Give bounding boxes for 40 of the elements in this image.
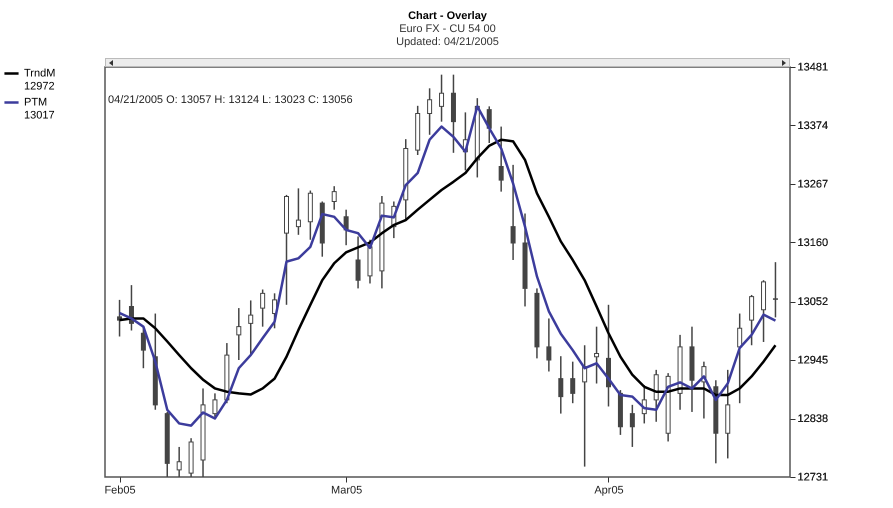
candlestick bbox=[570, 360, 576, 404]
candlestick bbox=[558, 355, 564, 414]
candlestick bbox=[356, 236, 361, 290]
candlestick bbox=[439, 74, 444, 122]
y-tick-label: 13374 bbox=[798, 120, 828, 132]
y-tick-label: 13267 bbox=[798, 178, 828, 190]
y-tick-label: 12945 bbox=[798, 354, 828, 367]
candlestick bbox=[140, 326, 146, 369]
text: Updated: 04/21/2005 bbox=[396, 36, 499, 48]
candlestick bbox=[332, 185, 337, 210]
legend-label: TrndM 12972 bbox=[24, 68, 56, 92]
candlestick bbox=[594, 326, 600, 384]
annotation: 04/21/2005 O: 13057 H: 13124 L: 13023 C: 13056 bbox=[108, 94, 353, 106]
x-tick-label: Apr05 bbox=[594, 484, 624, 496]
x-tick-label: Mar05 bbox=[331, 484, 362, 496]
line-series bbox=[118, 105, 777, 427]
candlestick bbox=[427, 88, 432, 136]
candlestick bbox=[630, 404, 635, 448]
candlestick bbox=[176, 446, 182, 478]
candlestick bbox=[546, 318, 552, 372]
chart-subtitle: Euro FX - CU 54 00 bbox=[399, 23, 496, 35]
candlestick bbox=[737, 312, 742, 404]
candlestick bbox=[510, 164, 516, 261]
y-tick-label: 12838 bbox=[798, 413, 828, 426]
x-tick-label: Feb05 bbox=[104, 484, 136, 496]
chart-title: Chart - Overlay bbox=[408, 10, 488, 22]
y-tick-label: 13052 bbox=[798, 296, 828, 308]
candlestick bbox=[260, 288, 266, 328]
candlestick bbox=[498, 126, 504, 192]
line-series bbox=[118, 138, 777, 396]
y-tick-label: 13481 bbox=[798, 62, 828, 74]
candlestick bbox=[236, 307, 242, 361]
candlestick bbox=[749, 294, 754, 346]
candlestick bbox=[296, 188, 301, 236]
candlestick bbox=[772, 261, 778, 318]
candlestick bbox=[212, 392, 218, 418]
y-tick-label: 13160 bbox=[798, 236, 828, 249]
legend-label: PTM 13017 bbox=[24, 96, 55, 122]
candlestick bbox=[248, 300, 254, 356]
y-tick-label: 12731 bbox=[798, 472, 828, 484]
